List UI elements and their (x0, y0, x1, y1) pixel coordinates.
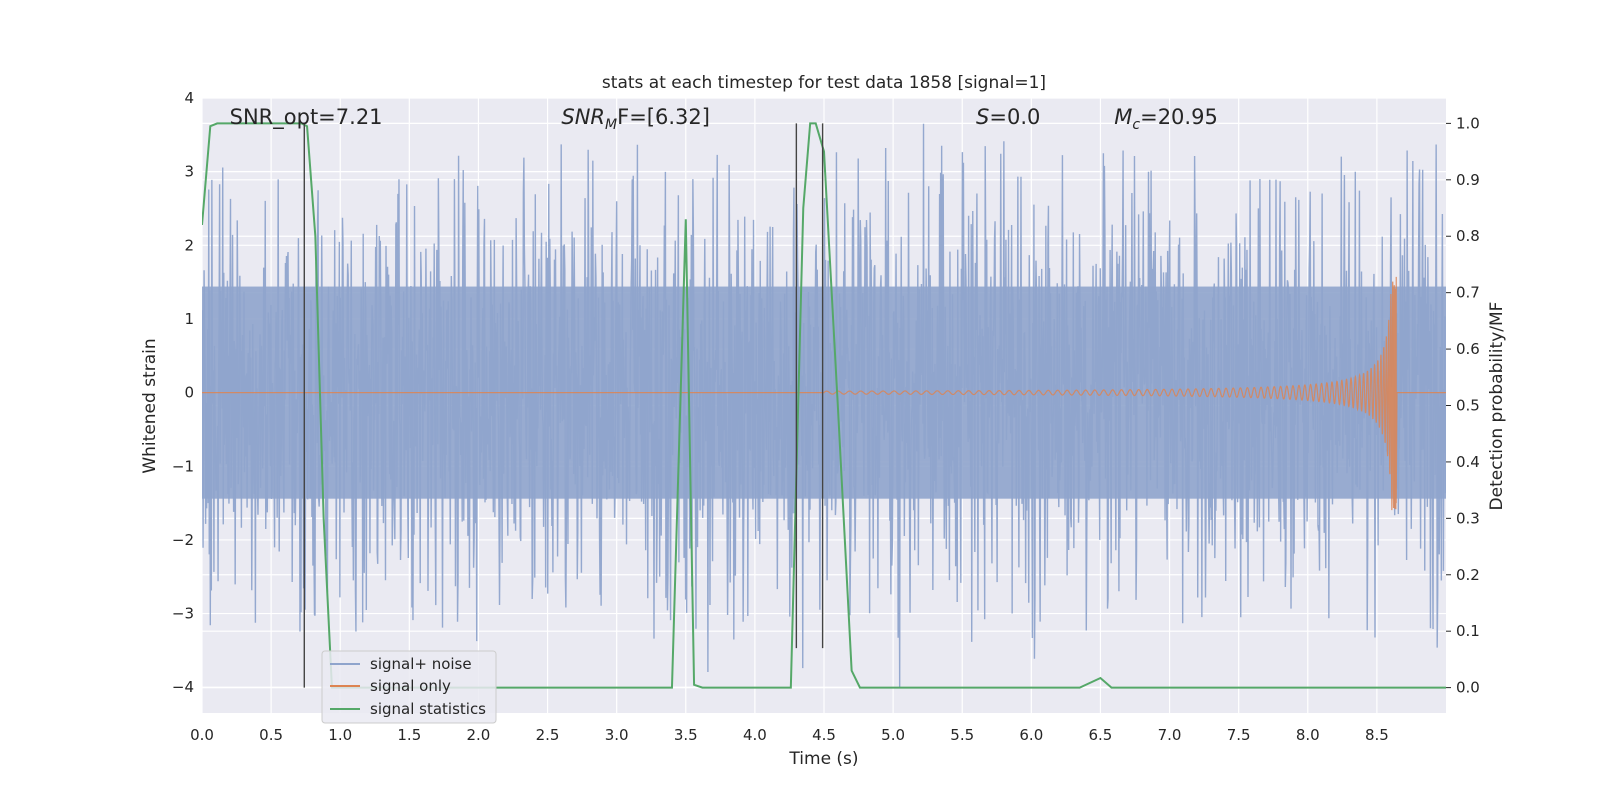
legend-label-stats: signal statistics (370, 700, 486, 718)
y2-tick-label-6: 0.6 (1456, 340, 1480, 358)
y-tick-label-1: 3 (184, 163, 194, 181)
chart-title: stats at each timestep for test data 185… (602, 73, 1046, 93)
y2-axis-label: Detection probability/MF (1487, 302, 1507, 511)
y2-tick-label-4: 0.4 (1456, 453, 1480, 471)
x-tick-label-1: 0.5 (259, 726, 283, 744)
x-tick-label-3: 1.5 (397, 726, 421, 744)
x-tick-label-13: 6.5 (1089, 726, 1113, 744)
legend-box (321, 650, 497, 724)
y-axis-ticks: 4 3 2 1 0 −1 −2 −3 −4 (172, 89, 194, 696)
annotation-1: SNRMF=[6.32] (561, 105, 710, 133)
x-tick-label-6: 3.0 (605, 726, 629, 744)
x-axis-ticks: 0.0 0.5 1.0 1.5 2.0 2.5 3.0 3.5 4.0 4.5 5.0 5.5 6.0 6… (190, 726, 1389, 744)
annotation-0: SNR_opt=7.21 (230, 105, 383, 130)
y2-axis-ticks: 0.0 0.1 0.2 0.3 0.4 0.5 0.6 0.7 0.8 0.9 1.0 (1446, 114, 1480, 697)
series-signal-statistics-line (202, 122, 1446, 689)
annotations: SNR_opt=7.21 SNRMF=[6.32] S=0.0 Mc=20.95 (230, 105, 1218, 133)
y2-tick-label-10: 1.0 (1456, 114, 1480, 132)
y-tick-label-7: −3 (172, 605, 194, 623)
annotation-3: Mc=20.95 (1114, 105, 1218, 133)
y2-tick-label-0: 0.0 (1456, 679, 1480, 697)
y-axis-label: Whitened strain (140, 338, 160, 473)
y2-tick-label-8: 0.8 (1456, 227, 1480, 245)
x-tick-label-5: 2.5 (536, 726, 560, 744)
x-tick-label-10: 5.0 (881, 726, 905, 744)
y2-tick-label-1: 0.1 (1456, 622, 1480, 640)
y-tick-label-5: −1 (172, 457, 194, 475)
plot-area (202, 122, 1446, 689)
y-tick-label-4: 0 (184, 384, 194, 402)
y2-tick-label-7: 0.7 (1456, 284, 1480, 302)
x-tick-label-8: 4.0 (743, 726, 767, 744)
series-signal-only-line (202, 276, 1446, 511)
y-tick-label-0: 4 (184, 89, 194, 107)
vertical-lines (303, 123, 824, 688)
x-tick-label-14: 7.0 (1158, 726, 1182, 744)
legend-label-signal: signal only (370, 677, 451, 695)
y-tick-label-8: −4 (172, 678, 194, 696)
x-tick-label-0: 0.0 (190, 726, 214, 744)
y2-tick-label-9: 0.9 (1456, 171, 1480, 189)
x-tick-label-7: 3.5 (674, 726, 698, 744)
y-tick-label-6: −2 (172, 531, 194, 549)
x-axis-label: Time (s) (788, 749, 858, 769)
y-tick-label-3: 1 (184, 310, 194, 328)
x-tick-label-2: 1.0 (328, 726, 352, 744)
legend-label-noise: signal+ noise (370, 655, 472, 673)
y2-tick-label-3: 0.3 (1456, 509, 1480, 527)
legend: signal+ noise signal only signal statist… (321, 650, 497, 724)
x-tick-label-15: 7.5 (1227, 726, 1251, 744)
y2-tick-label-2: 0.2 (1456, 566, 1480, 584)
x-tick-label-4: 2.0 (467, 726, 491, 744)
x-tick-label-17: 8.5 (1365, 726, 1389, 744)
x-tick-label-12: 6.0 (1019, 726, 1043, 744)
annotation-2: S=0.0 (976, 105, 1040, 129)
y-tick-label-2: 2 (184, 236, 194, 254)
y2-tick-label-5: 0.5 (1456, 397, 1480, 415)
x-tick-label-11: 5.5 (950, 726, 974, 744)
x-tick-label-16: 8.0 (1296, 726, 1320, 744)
x-tick-label-9: 4.5 (812, 726, 836, 744)
series-layer (202, 122, 1446, 689)
